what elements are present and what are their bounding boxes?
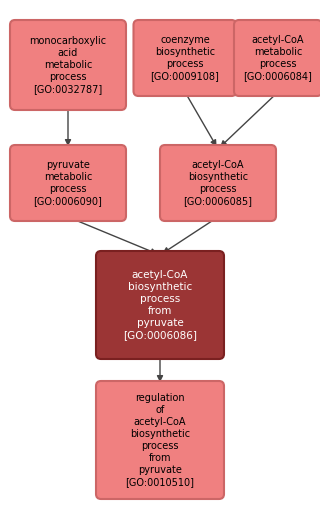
FancyBboxPatch shape xyxy=(10,20,126,110)
FancyBboxPatch shape xyxy=(96,251,224,359)
Text: coenzyme
biosynthetic
process
[GO:0009108]: coenzyme biosynthetic process [GO:000910… xyxy=(151,35,220,81)
Text: acetyl-CoA
biosynthetic
process
from
pyruvate
[GO:0006086]: acetyl-CoA biosynthetic process from pyr… xyxy=(123,270,197,340)
Text: pyruvate
metabolic
process
[GO:0006090]: pyruvate metabolic process [GO:0006090] xyxy=(34,160,102,206)
Text: monocarboxylic
acid
metabolic
process
[GO:0032787]: monocarboxylic acid metabolic process [G… xyxy=(29,36,107,94)
Text: regulation
of
acetyl-CoA
biosynthetic
process
from
pyruvate
[GO:0010510]: regulation of acetyl-CoA biosynthetic pr… xyxy=(125,393,195,487)
FancyBboxPatch shape xyxy=(10,145,126,221)
FancyBboxPatch shape xyxy=(234,20,320,96)
FancyBboxPatch shape xyxy=(160,145,276,221)
FancyBboxPatch shape xyxy=(96,381,224,499)
Text: acetyl-CoA
biosynthetic
process
[GO:0006085]: acetyl-CoA biosynthetic process [GO:0006… xyxy=(183,160,252,206)
FancyBboxPatch shape xyxy=(133,20,236,96)
Text: acetyl-CoA
metabolic
process
[GO:0006084]: acetyl-CoA metabolic process [GO:0006084… xyxy=(244,35,312,81)
